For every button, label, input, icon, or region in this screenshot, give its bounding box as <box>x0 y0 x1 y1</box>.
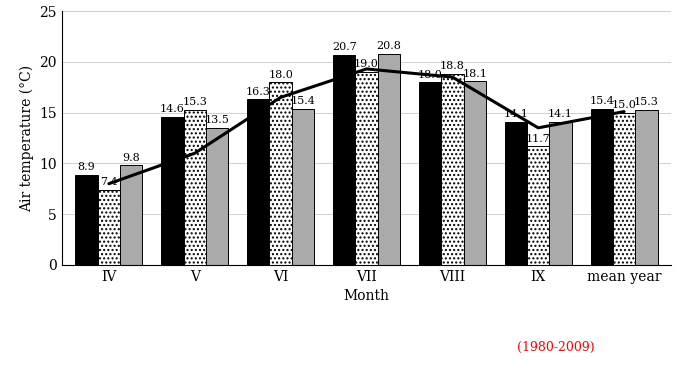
Text: (1980-2009): (1980-2009) <box>517 341 595 354</box>
Bar <box>184 110 206 265</box>
Bar <box>441 74 464 265</box>
Text: 9.8: 9.8 <box>123 153 140 163</box>
Text: 11.7: 11.7 <box>526 134 551 144</box>
Bar <box>613 113 635 265</box>
Text: 20.8: 20.8 <box>376 41 401 51</box>
Text: 18.1: 18.1 <box>462 68 487 79</box>
X-axis label: Month: Month <box>343 289 390 303</box>
Bar <box>590 109 613 265</box>
Text: 14.1: 14.1 <box>548 109 573 119</box>
Bar <box>505 122 527 265</box>
Text: 16.3: 16.3 <box>246 87 271 97</box>
Y-axis label: Air temperature (°C): Air temperature (°C) <box>19 64 34 212</box>
Text: 20.7: 20.7 <box>332 42 356 52</box>
Text: 7.4: 7.4 <box>100 177 118 187</box>
Bar <box>269 82 292 265</box>
Text: 18.0: 18.0 <box>268 70 293 79</box>
Bar <box>75 174 98 265</box>
Text: 14.6: 14.6 <box>160 104 185 114</box>
Text: 15.4: 15.4 <box>589 96 614 106</box>
Text: 15.3: 15.3 <box>634 97 659 107</box>
Text: 13.5: 13.5 <box>205 115 229 125</box>
Bar <box>356 72 377 265</box>
Bar <box>377 54 400 265</box>
Text: 15.0: 15.0 <box>612 100 636 110</box>
Text: 19.0: 19.0 <box>354 60 379 70</box>
Text: 8.9: 8.9 <box>77 162 95 172</box>
Text: 18.8: 18.8 <box>440 61 465 71</box>
Bar <box>333 55 356 265</box>
Bar <box>635 110 658 265</box>
Bar <box>98 190 120 265</box>
Bar <box>549 122 572 265</box>
Bar <box>464 81 486 265</box>
Bar <box>120 166 142 265</box>
Text: 14.1: 14.1 <box>503 109 528 119</box>
Bar <box>206 128 228 265</box>
Bar <box>527 146 549 265</box>
Bar <box>292 109 314 265</box>
Text: 15.4: 15.4 <box>290 96 315 106</box>
Bar <box>161 117 184 265</box>
Bar <box>247 99 269 265</box>
Text: 18.0: 18.0 <box>418 70 443 79</box>
Text: 15.3: 15.3 <box>182 97 207 107</box>
Bar <box>419 82 441 265</box>
